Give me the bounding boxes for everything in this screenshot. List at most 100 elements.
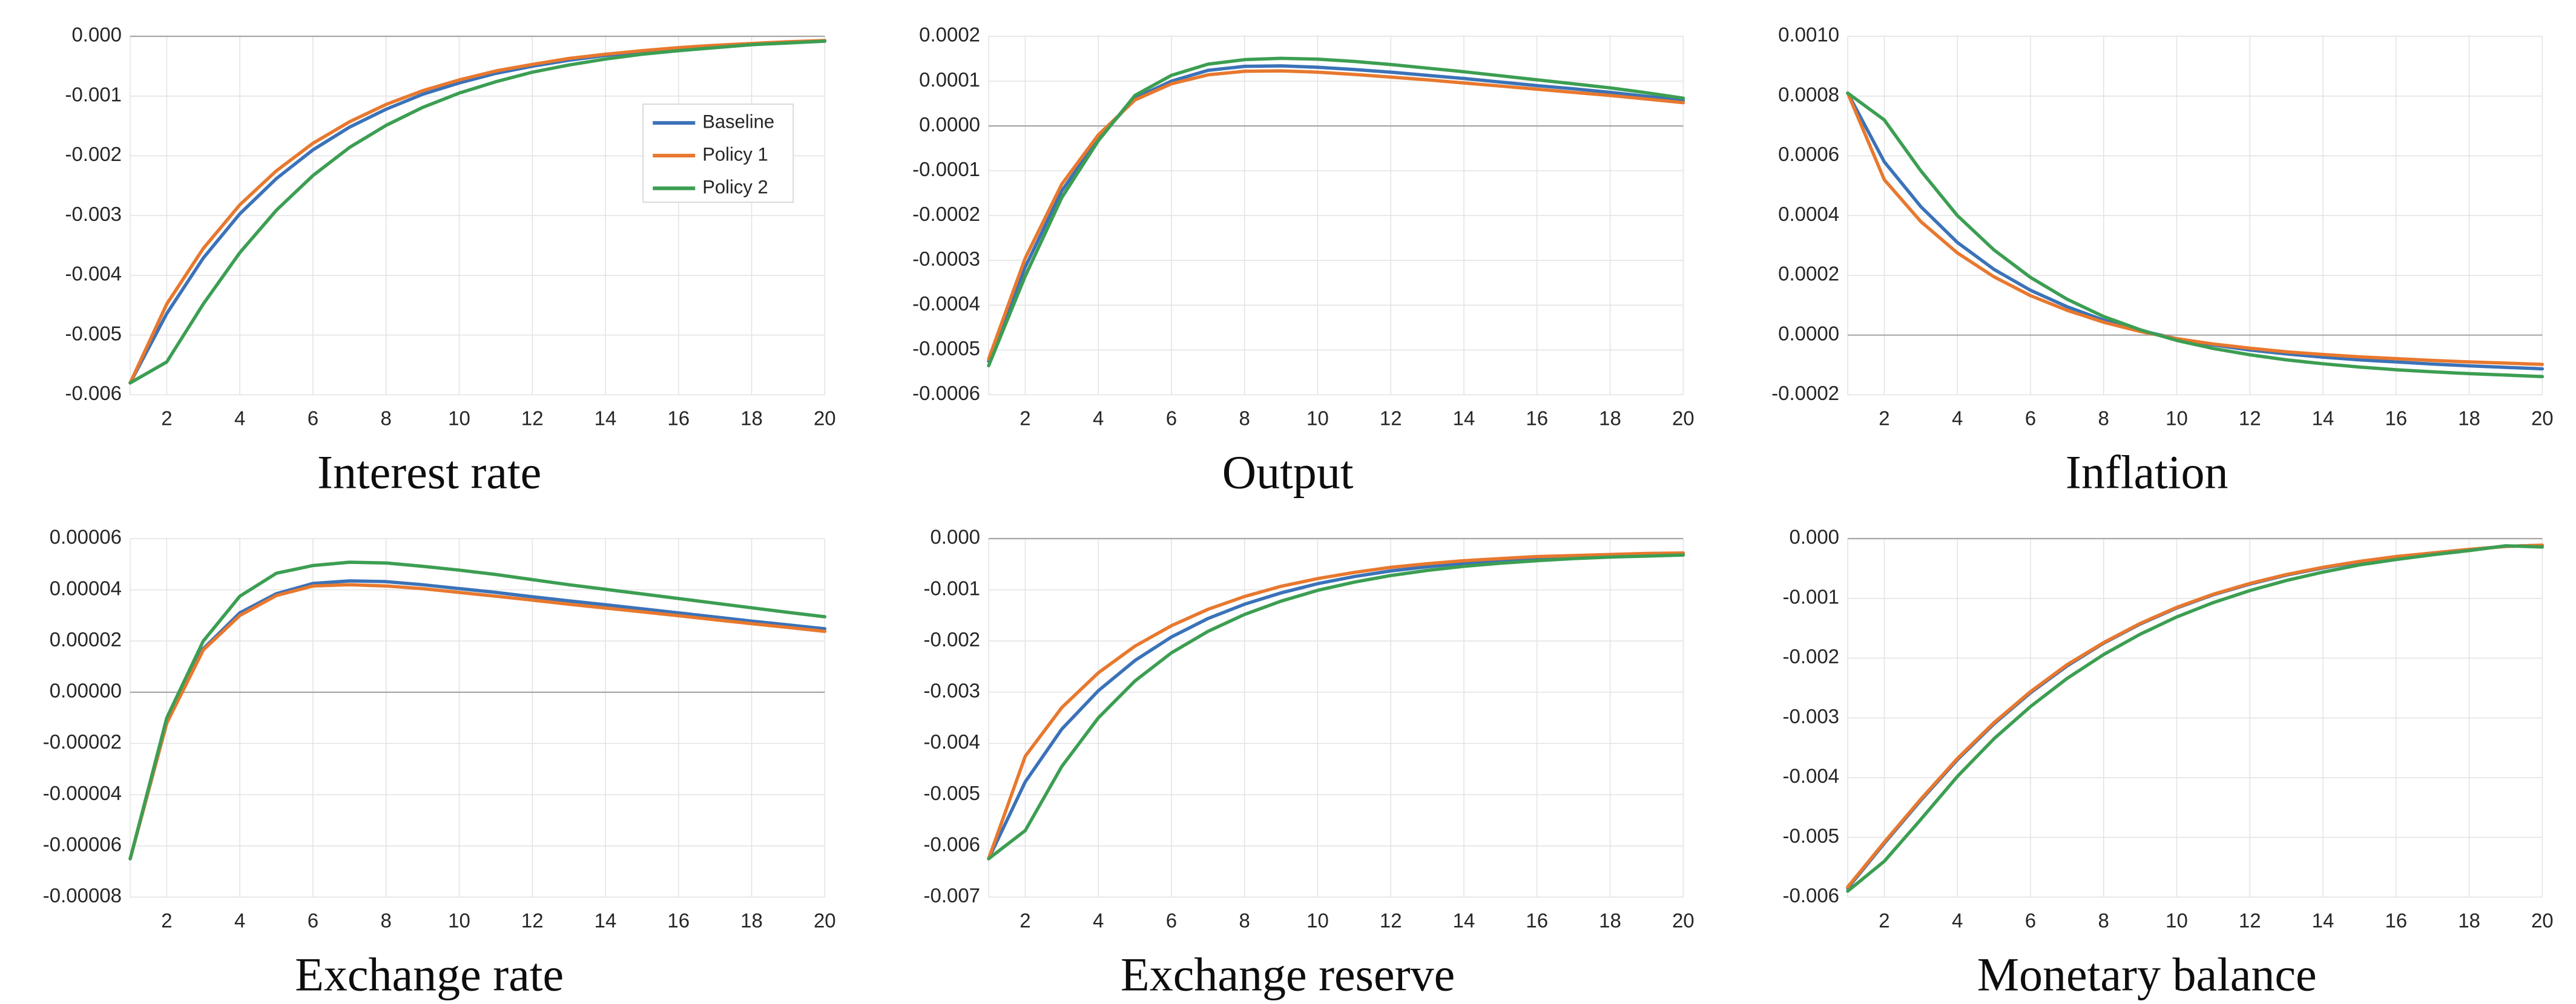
series-line-policy-1 <box>128 39 827 385</box>
series-line-policy-2 <box>128 39 827 385</box>
chart-title: Inflation <box>2066 445 2228 498</box>
x-tick-label: 18 <box>740 909 763 931</box>
y-tick-label: -0.002 <box>924 628 981 650</box>
y-tick-label: 0.0008 <box>1778 83 1839 105</box>
y-tick-label: -0.002 <box>1782 645 1839 668</box>
series-line-policy-2 <box>128 560 827 861</box>
x-tick-label: 16 <box>1526 407 1549 429</box>
y-tick-label: 0.0004 <box>1778 203 1839 225</box>
x-tick-label: 12 <box>521 909 544 931</box>
x-tick-label: 16 <box>667 909 690 931</box>
y-tick-label: 0.00002 <box>50 628 122 650</box>
x-tick-label: 2 <box>1020 407 1031 429</box>
x-tick-label: 20 <box>2531 909 2554 931</box>
y-tick-label: -0.005 <box>65 322 122 344</box>
x-tick-label: 2 <box>161 407 172 429</box>
chart-monetary-balance: 0.000 -0.001 -0.002 -0.003 -0.004 -0.005 -0.00… <box>1782 525 2554 1000</box>
series-line-policy-1 <box>1845 91 2544 366</box>
y-tick-label: -0.00006 <box>43 833 122 855</box>
series-line-policy-1 <box>987 551 1685 861</box>
x-tick-label: 16 <box>2385 407 2407 429</box>
chart-title: Monetary balance <box>1977 948 2316 1000</box>
x-tick-label: 14 <box>2311 407 2334 429</box>
x-tick-label: 14 <box>2311 909 2334 931</box>
series-line-baseline <box>1845 91 2544 371</box>
y-tick-label: 0.00006 <box>50 525 122 548</box>
chart-cell-interest-rate: 0.000 -0.001 -0.002 -0.003 -0.004 -0.005 -0.00… <box>0 0 858 502</box>
x-tick-label: 10 <box>448 909 470 931</box>
x-tick-label: 8 <box>2098 909 2109 931</box>
y-tick-label: -0.004 <box>65 263 122 285</box>
y-tick-label: 0.00004 <box>50 577 122 599</box>
x-tick-label: 18 <box>2458 407 2480 429</box>
x-tick-label: 8 <box>2098 407 2109 429</box>
x-tick-label: 6 <box>2024 909 2035 931</box>
chart-inflation: 0.0010 0.0008 0.0006 0.0004 0.0002 0.0000 -0.0… <box>1771 24 2554 499</box>
x-tick-label: 4 <box>1093 909 1104 931</box>
x-tick-label: 14 <box>595 909 617 931</box>
x-tick-label: 10 <box>1306 407 1329 429</box>
x-tick-label: 10 <box>2166 909 2188 931</box>
y-tick-label: 0.0000 <box>1778 322 1839 344</box>
y-tick-label: -0.0006 <box>912 382 980 404</box>
y-tick-label: -0.001 <box>65 83 122 105</box>
series-line-baseline <box>1845 543 2544 890</box>
y-tick-label: 0.0002 <box>1778 263 1839 285</box>
chart-cell-exchange-reserve: 0.000 -0.001 -0.002 -0.003 -0.004 -0.005 -0.00… <box>858 502 1717 1004</box>
x-tick-label: 20 <box>814 407 836 429</box>
y-tick-label: -0.001 <box>1782 585 1839 608</box>
y-tick-label: 0.0010 <box>1778 24 1839 46</box>
x-tick-label: 6 <box>308 407 318 429</box>
series-line-baseline <box>987 552 1685 861</box>
x-tick-label: 10 <box>448 407 470 429</box>
series-line-policy-2 <box>1845 543 2544 893</box>
x-tick-label: 4 <box>1952 909 1963 931</box>
x-tick-label: 4 <box>1093 407 1104 429</box>
y-tick-label: -0.0002 <box>912 203 980 225</box>
x-tick-label: 6 <box>308 909 318 931</box>
series-line-policy-2 <box>1845 91 2544 379</box>
x-tick-label: 12 <box>2239 909 2261 931</box>
y-tick-label: -0.006 <box>65 382 122 404</box>
y-tick-label: -0.004 <box>1782 764 1839 787</box>
y-tick-label: -0.0005 <box>912 337 980 359</box>
chart-exchange-reserve: 0.000 -0.001 -0.002 -0.003 -0.004 -0.005 -0.00… <box>924 525 1695 1000</box>
x-tick-label: 20 <box>2531 407 2554 429</box>
x-tick-label: 18 <box>1599 407 1622 429</box>
y-tick-label: -0.00008 <box>43 884 122 907</box>
x-tick-label: 20 <box>1672 909 1695 931</box>
x-tick-label: 16 <box>2385 909 2407 931</box>
y-tick-label: -0.003 <box>65 203 122 225</box>
y-tick-label: -0.002 <box>65 143 122 165</box>
x-tick-label: 8 <box>381 909 392 931</box>
x-tick-label: 10 <box>2166 407 2188 429</box>
x-tick-label: 8 <box>381 407 392 429</box>
y-tick-label: -0.003 <box>924 679 981 701</box>
legend: Baseline Policy 1 Policy 2 <box>642 103 794 203</box>
legend-label-policy-2: Policy 2 <box>702 176 768 197</box>
x-tick-label: 8 <box>1239 407 1250 429</box>
x-tick-label: 12 <box>1380 909 1402 931</box>
series-line-policy-2 <box>987 56 1685 368</box>
chart-cell-monetary-balance: 0.000 -0.001 -0.002 -0.003 -0.004 -0.005 -0.00… <box>1718 502 2576 1004</box>
chart-title: Exchange rate <box>295 948 564 1000</box>
chart-exchange-rate: 0.00006 0.00004 0.00002 0.00000 -0.00002 -0.0… <box>43 525 836 1000</box>
x-tick-label: 16 <box>667 407 690 429</box>
x-tick-label: 4 <box>234 909 245 931</box>
legend-box <box>642 103 794 203</box>
series-line-policy-1 <box>1845 543 2544 888</box>
series-line-baseline <box>128 579 827 861</box>
x-tick-label: 18 <box>740 407 763 429</box>
x-tick-label: 14 <box>1453 407 1475 429</box>
y-tick-label: -0.0003 <box>912 248 980 270</box>
y-tick-label: -0.007 <box>924 884 981 907</box>
y-tick-label: -0.005 <box>924 781 981 804</box>
y-tick-label: -0.005 <box>1782 824 1839 847</box>
y-tick-label: -0.0004 <box>912 292 980 315</box>
y-tick-label: 0.0000 <box>919 113 980 136</box>
chart-cell-output: 0.0002 0.0001 0.0000 -0.0001 -0.0002 -0.0003 -… <box>858 0 1717 502</box>
x-tick-label: 14 <box>1453 909 1475 931</box>
chart-cell-exchange-rate: 0.00006 0.00004 0.00002 0.00000 -0.00002 -0.0… <box>0 502 858 1004</box>
x-tick-label: 2 <box>1879 407 1889 429</box>
